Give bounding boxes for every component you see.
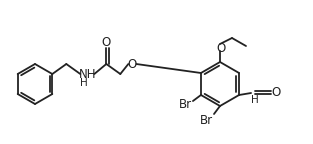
Text: O: O (102, 36, 111, 50)
Text: O: O (128, 57, 137, 71)
Text: Br: Br (199, 113, 213, 126)
Text: H: H (80, 78, 88, 88)
Text: H: H (251, 95, 259, 105)
Text: NH: NH (79, 69, 96, 82)
Text: O: O (216, 41, 226, 54)
Text: O: O (271, 86, 281, 98)
Text: Br: Br (178, 98, 192, 111)
